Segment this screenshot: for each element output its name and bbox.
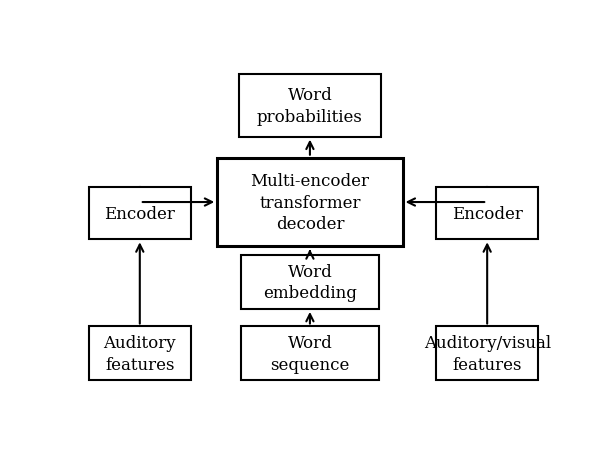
FancyBboxPatch shape	[239, 75, 381, 138]
Text: Auditory/visual
features: Auditory/visual features	[424, 334, 551, 373]
FancyBboxPatch shape	[436, 188, 538, 240]
Text: Word
embedding: Word embedding	[263, 263, 357, 302]
FancyBboxPatch shape	[88, 327, 191, 381]
FancyBboxPatch shape	[241, 327, 379, 381]
FancyBboxPatch shape	[436, 327, 538, 381]
Text: Word
sequence: Word sequence	[270, 334, 349, 373]
Text: Multi-encoder
transformer
decoder: Multi-encoder transformer decoder	[251, 173, 370, 233]
Text: Encoder: Encoder	[452, 205, 523, 222]
FancyBboxPatch shape	[88, 188, 191, 240]
FancyBboxPatch shape	[217, 158, 403, 247]
Text: Word
probabilities: Word probabilities	[257, 87, 363, 125]
Text: Auditory
features: Auditory features	[104, 334, 176, 373]
Text: Encoder: Encoder	[104, 205, 175, 222]
FancyBboxPatch shape	[241, 256, 379, 309]
